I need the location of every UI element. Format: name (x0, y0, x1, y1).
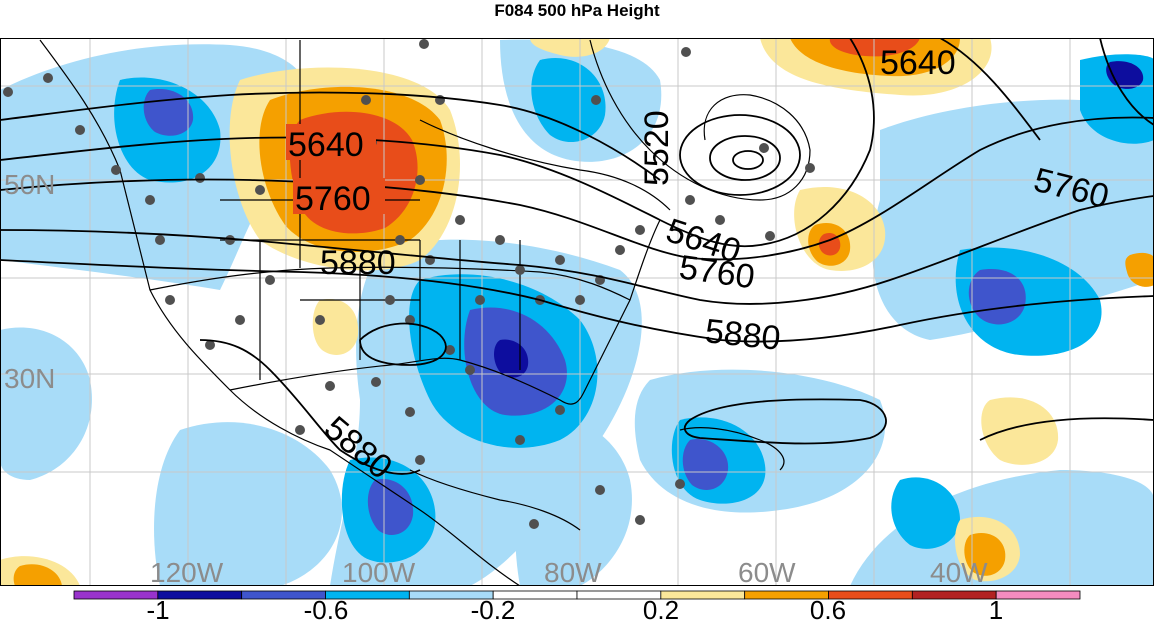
contour-label: 5880 (703, 312, 782, 358)
colorbar-label: -0.6 (304, 595, 349, 622)
blue-region (531, 58, 606, 143)
dark-blue-region (367, 479, 414, 535)
colorbar (73, 590, 1081, 600)
colorbar-swatch (911, 590, 997, 600)
light-blue-region (515, 418, 632, 586)
contour-label: 5640 (880, 44, 956, 82)
colorbar-label: -1 (146, 595, 169, 622)
colorbar-swatch (995, 590, 1081, 600)
longitude-label: 40W (930, 557, 988, 588)
contour-label: 5640 (288, 126, 364, 164)
contour-label: 5520 (638, 110, 676, 186)
anomaly-shading (0, 38, 1154, 586)
light-blue-region (0, 327, 92, 480)
map-title: F084 500 hPa Height (494, 1, 660, 20)
light-blue-region (154, 422, 342, 586)
contour-label: 5760 (295, 180, 371, 218)
dark-blue-region (682, 439, 729, 490)
yellow-region (530, 38, 610, 57)
contour-label: 5880 (320, 244, 396, 282)
blue-region (891, 477, 960, 549)
orange-region (790, 38, 960, 77)
colorbar-swatch (157, 590, 243, 600)
longitude-label: 80W (544, 557, 602, 588)
latitude-label: 30N (4, 363, 55, 394)
colorbar-label: 1 (989, 595, 1003, 622)
height-contours (0, 38, 1154, 475)
longitude-label: 120W (150, 557, 224, 588)
station-dots (3, 39, 815, 529)
colorbar-label: 0.6 (810, 595, 846, 622)
yellow-region (981, 397, 1059, 465)
colorbar-swatch (73, 590, 159, 600)
colorbar-labels: -1 -0.6 -0.2 0.2 0.6 1 (146, 595, 1003, 622)
colorbar-label: -0.2 (471, 595, 516, 622)
latitude-label: 50N (4, 169, 55, 200)
longitude-label: 60W (738, 557, 796, 588)
colorbar-label: 0.2 (643, 595, 679, 622)
yellow-region (312, 299, 359, 355)
orange-region (964, 532, 1006, 576)
longitude-label: 100W (342, 557, 416, 588)
orange-region (13, 564, 63, 586)
